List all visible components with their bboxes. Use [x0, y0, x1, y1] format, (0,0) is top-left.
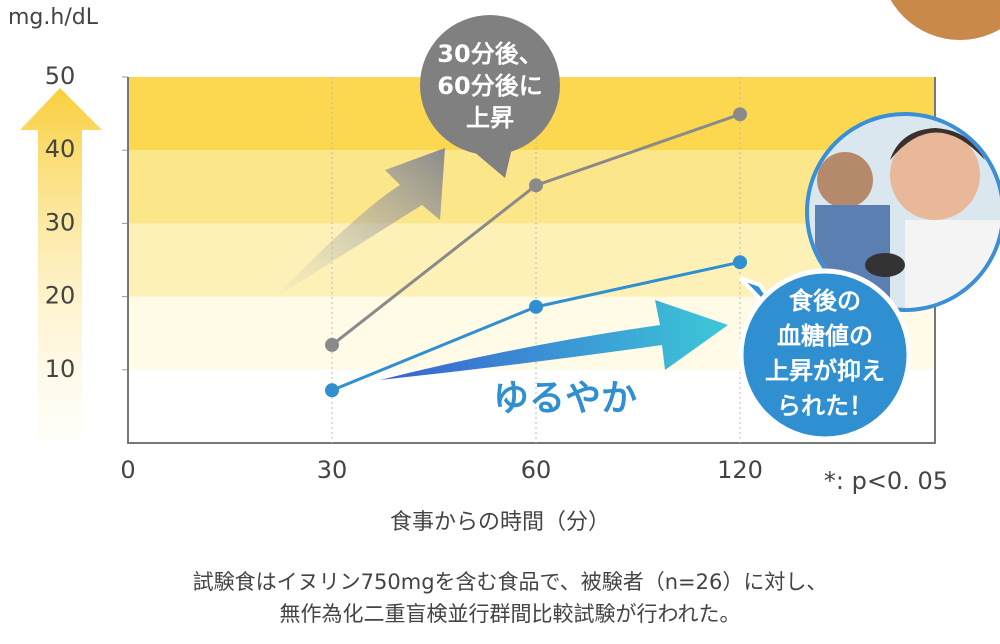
data-point [529, 299, 543, 314]
x-tick-label: 120 [717, 456, 763, 484]
y-tick-label: 40 [45, 135, 76, 163]
callout-blue [738, 268, 912, 442]
gray-arrow [272, 148, 445, 300]
y-axis-unit: mg.h/dL [8, 5, 99, 30]
y-tick-label: 30 [45, 208, 76, 236]
significance-note: *: p<0. 05 [824, 467, 948, 495]
y-tick-label: 10 [45, 355, 76, 383]
callout-line: 食後の [789, 287, 861, 315]
data-point [325, 383, 339, 398]
plot: 10 20 30 40 50 0 30 60 120 [45, 62, 936, 484]
photo [809, 116, 1000, 308]
callout-line: 上昇が抑え [765, 357, 885, 385]
bowl-decoration [890, 0, 1000, 40]
x-axis-label: 食事からの時間（分） [390, 510, 610, 535]
x-tick-label: 60 [521, 456, 552, 484]
callout-line: 60分後に [437, 72, 542, 100]
callout-gray [420, 15, 560, 155]
data-point [733, 255, 747, 270]
callout-line: 上昇 [466, 104, 514, 132]
data-point [529, 178, 543, 193]
arrow-label: ゆるやか [493, 378, 637, 419]
x-tick-label: 30 [317, 456, 348, 484]
footnote: 無作為化二重盲検並行群間比較試験が行われた。 [280, 602, 741, 626]
callout-line: 血糖値の [777, 322, 873, 350]
data-point [733, 107, 747, 122]
blue-arrow [380, 300, 728, 380]
y-tick-label: 20 [45, 282, 76, 310]
footnote: 試験食はイヌリン750mgを含む食品で、被験者（n=26）に対し、 [193, 570, 828, 594]
callout-line: 30分後、 [437, 40, 542, 68]
y-tick-label: 50 [45, 62, 76, 90]
x-tick-label: 0 [120, 456, 135, 484]
y-arrow [20, 88, 102, 440]
data-point [325, 337, 339, 352]
callout-line: られた！ [777, 392, 873, 420]
